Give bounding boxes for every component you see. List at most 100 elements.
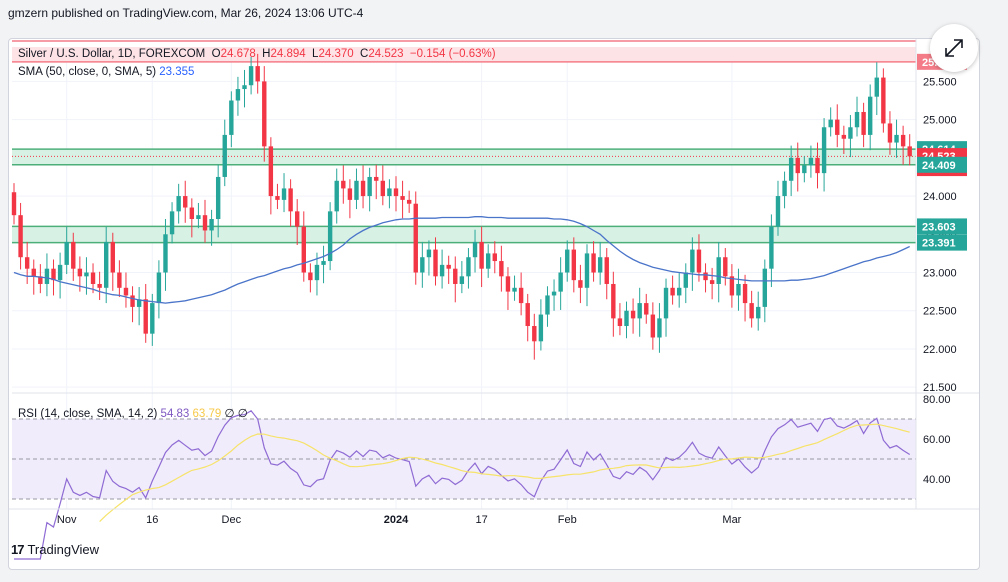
time-tick-label: Nov [57,514,77,526]
sma-legend[interactable]: SMA (50, close, 0, SMA, 5) 23.355 [18,66,194,78]
candle-body [156,272,162,304]
low-value: 24.370 [318,48,354,60]
candle-body [281,188,287,200]
candle-body [788,157,794,181]
candle-body [268,146,274,197]
candle-body [104,241,109,288]
candle-body [854,111,860,128]
candle-body [676,287,682,296]
candle-body [341,180,346,189]
time-tick-label: Dec [222,514,242,526]
candle-body [24,257,30,269]
candle-body [835,119,840,135]
candle-body [512,287,517,292]
rsi-tick-label: 40.00 [923,474,951,486]
time-tick-label: Mar [722,514,741,526]
candle-body [551,291,557,296]
candle-body [57,264,63,281]
candle-body [406,199,412,204]
candle-body [696,249,702,273]
candle-body [110,241,115,273]
candle-body [321,261,326,265]
candle-body [334,180,339,212]
candle-body [867,96,873,135]
candle-body [360,180,366,197]
candle-body [485,253,491,269]
candle-body [31,268,36,277]
candle-body [367,176,372,197]
candle-body [762,268,768,307]
expand-button[interactable] [930,24,978,72]
candle-body [709,280,715,284]
rsi-label: RSI (14, close, SMA, 14, 2) [18,408,158,420]
price-tick-label: 24.000 [923,191,957,203]
price-tag [917,156,967,173]
candle-body [670,287,675,296]
rsi-tick-label: 60.00 [923,434,951,446]
candle-body [821,127,827,174]
candle-body [894,134,899,143]
candle-body [558,272,563,292]
candle-body [44,268,50,284]
candle-body [611,283,616,319]
chart-svg[interactable]: 25.50025.00024.50024.00023.50023.00022.5… [9,39,979,569]
candle-body [604,257,609,284]
rsi-legend[interactable]: RSI (14, close, SMA, 14, 2) 54.83 63.79 … [18,408,248,420]
price-tag [917,234,967,251]
candle-body [71,241,76,269]
candle-body [222,134,227,177]
time-tick-label: 17 [475,514,487,526]
candle-body [136,299,142,307]
candle-body [795,157,800,174]
candle-body [887,123,893,143]
candle-body [775,196,781,227]
candle-body [736,283,741,296]
candle-body [861,111,866,135]
time-tick-label: 2024 [384,514,409,526]
candle-body [624,310,629,327]
candle-body [630,310,636,319]
candle-body [492,253,497,262]
candle-body [255,66,260,82]
candle-body [354,180,359,200]
candle-body [644,303,649,315]
symbol-name[interactable]: Silver / U.S. Dollar, 1D, FOREXCOM [18,48,206,60]
candle-body [729,276,735,296]
candle-body [143,299,148,334]
price-tick-label: 21.500 [923,382,957,394]
price-tag-label: 23.603 [922,221,956,233]
lower-support-zone [12,226,916,243]
candle-body [703,272,708,281]
tradingview-brand[interactable]: 17 TradingView [11,542,99,557]
price-tag-label: 24.409 [922,160,956,172]
candle-body [347,188,353,200]
candle-body [215,176,221,219]
candle-body [90,272,96,284]
candle-body [288,188,293,212]
candle-body [169,211,175,235]
candle-body [505,276,511,292]
candle-body [815,157,820,174]
candle-body [881,77,886,124]
candle-body [742,283,748,304]
candle-body [518,287,524,304]
candle-body [683,272,688,288]
candle-body [453,268,458,284]
publisher-line: gmzern published on TradingView.com, Mar… [8,6,364,20]
candle-body [617,318,623,327]
candle-body [749,303,754,319]
rsi-ma-line [99,423,910,523]
candle-body [183,196,188,208]
price-tag-label: 23.391 [922,238,956,250]
candle-body [439,264,445,277]
candle-body [84,272,89,277]
candle-body [301,226,306,273]
candle-body [393,188,399,197]
candle-body [657,318,662,338]
open-value: 24.678 [220,48,256,60]
candle-body [538,314,544,342]
candle-body [209,219,214,231]
candle-body [123,287,129,296]
candle-body [578,280,583,288]
candle-body [479,241,484,269]
